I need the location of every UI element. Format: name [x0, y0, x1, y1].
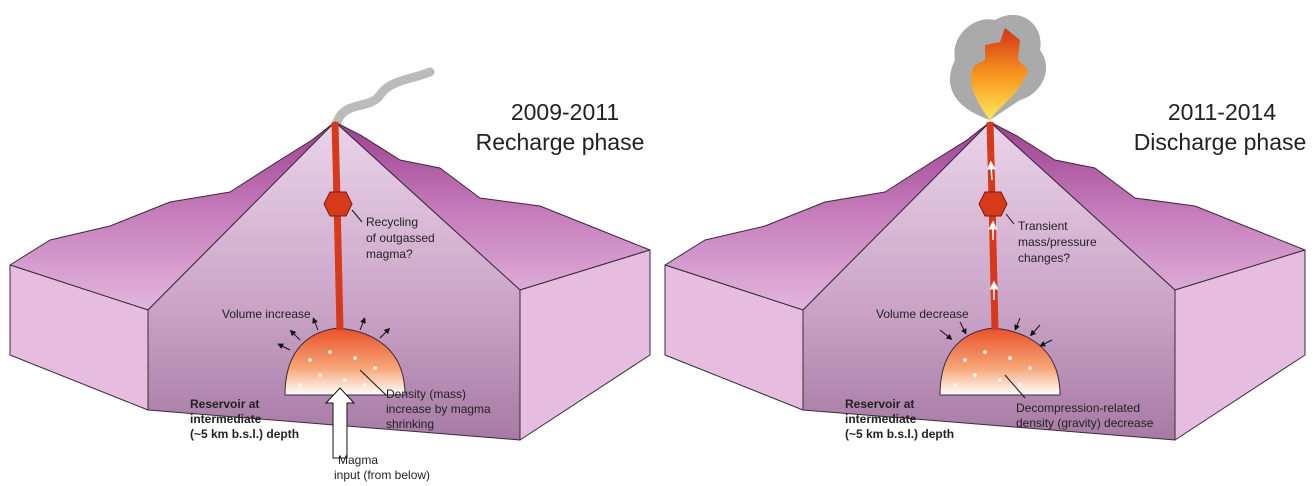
phase-title: Recharge phase — [476, 129, 645, 155]
volcano-block — [665, 122, 1305, 440]
volcano-block — [10, 122, 650, 440]
gas-plume — [337, 72, 430, 122]
period-title: 2011-2014 — [1168, 99, 1276, 125]
volume-label: Volume increase — [222, 307, 311, 321]
diagram: 2009-2011 Recharge phase Recyclingof out… — [0, 0, 1313, 486]
volume-label: Volume decrease — [876, 307, 969, 321]
phase-title: Discharge phase — [1134, 129, 1307, 155]
period-title: 2009-2011 — [511, 99, 619, 125]
